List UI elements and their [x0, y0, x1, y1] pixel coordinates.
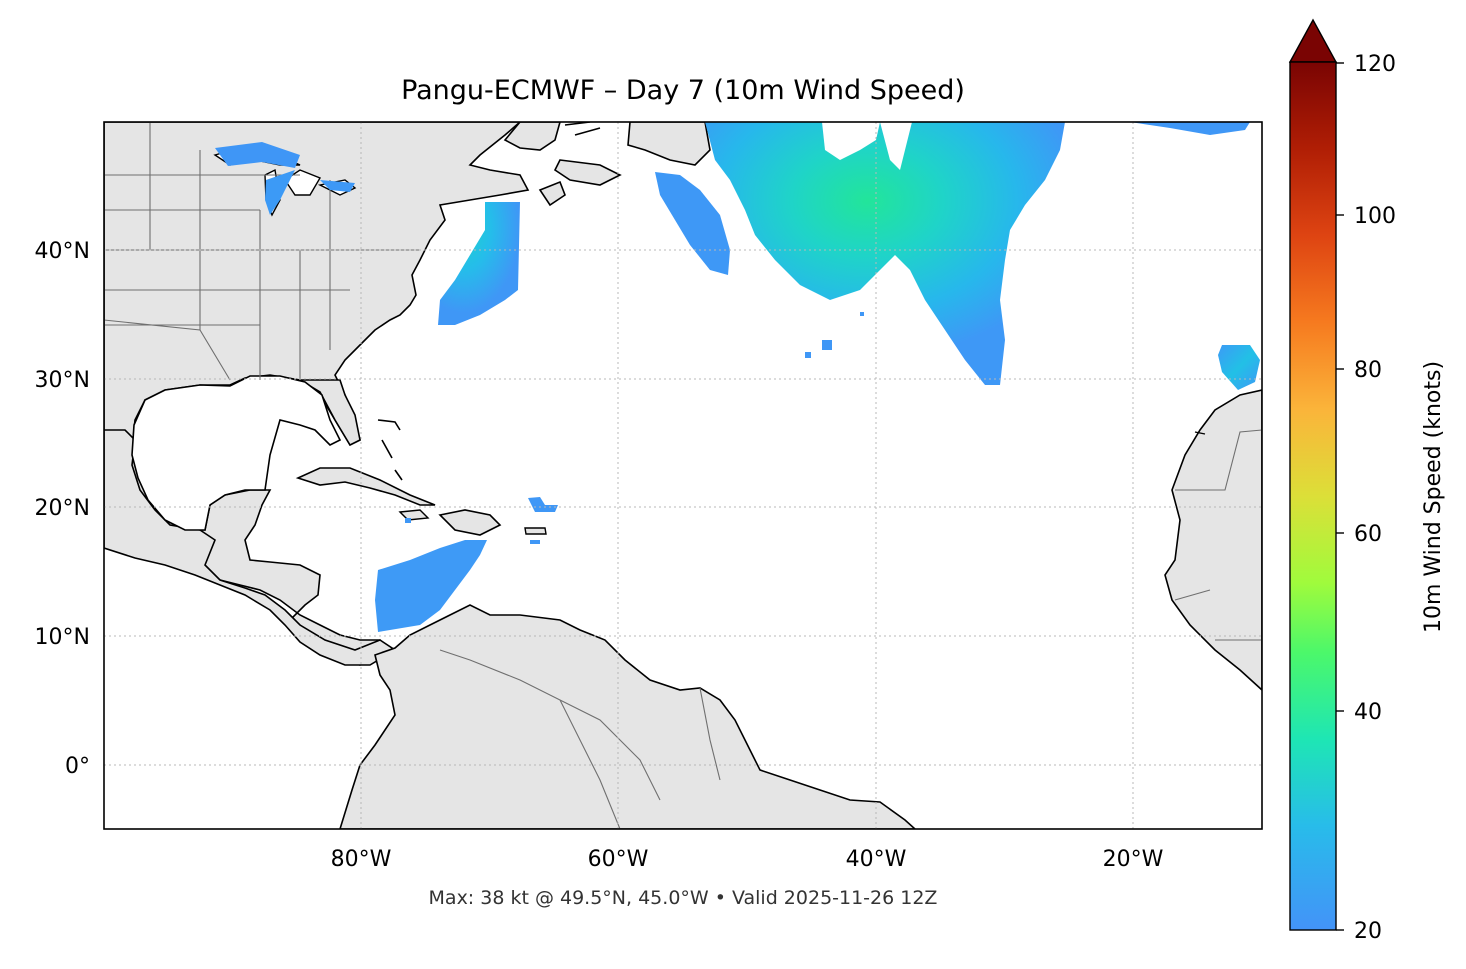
colorbar-tick-label: 20 — [1354, 919, 1382, 944]
colorbar: 120 100 80 60 40 20 10m Wind Speed (knot… — [1288, 18, 1446, 944]
x-axis: 80°W 60°W 40°W 20°W — [331, 847, 1164, 872]
x-tick-label: 60°W — [588, 847, 649, 872]
land-africa — [1164, 389, 1262, 692]
y-tick-label: 20°N — [35, 496, 90, 521]
gridlines — [104, 122, 1262, 829]
map-area — [104, 122, 1262, 829]
y-tick-label: 40°N — [35, 239, 90, 264]
map-frame — [103, 121, 1263, 830]
colorbar-label: 10m Wind Speed (knots) — [1421, 361, 1446, 633]
x-tick-label: 40°W — [846, 847, 907, 872]
chart-title: Pangu-ECMWF – Day 7 (10m Wind Speed) — [401, 75, 965, 106]
colorbar-tick-label: 60 — [1354, 522, 1382, 547]
colorbar-tick-label: 120 — [1354, 52, 1396, 77]
y-axis: 40°N 30°N 20°N 10°N 0° — [35, 239, 90, 779]
footer-text: Max: 38 kt @ 49.5°N, 45.0°W • Valid 2025… — [429, 887, 938, 909]
colorbar-scale — [1289, 61, 1337, 931]
colorbar-tick-label: 80 — [1354, 358, 1382, 383]
colorbar-tick-label: 40 — [1354, 700, 1382, 725]
colorbar-tick-label: 100 — [1354, 204, 1396, 229]
wind-speed-field — [215, 122, 1260, 632]
y-tick-label: 0° — [65, 754, 90, 779]
colorbar-extend-arrow — [1288, 18, 1338, 63]
y-tick-label: 30°N — [35, 368, 90, 393]
y-tick-label: 10°N — [35, 625, 90, 650]
land-south-america — [339, 604, 917, 829]
x-tick-label: 20°W — [1103, 847, 1164, 872]
x-tick-label: 80°W — [331, 847, 392, 872]
